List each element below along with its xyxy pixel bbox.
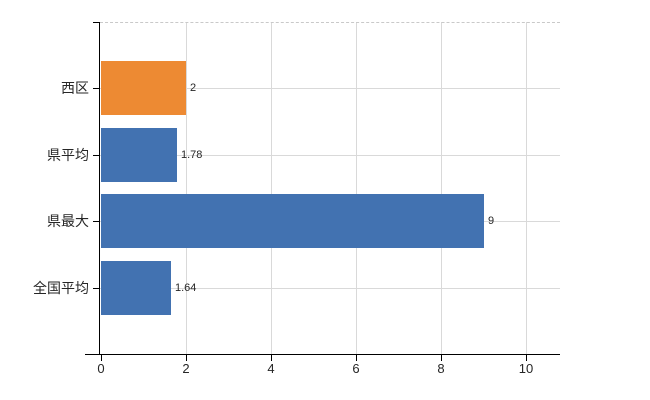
category-label: 県平均 <box>47 147 89 163</box>
y-axis-line <box>99 22 100 354</box>
value-label: 1.64 <box>175 282 197 294</box>
x-axis-tick <box>441 355 442 361</box>
x-axis-tick <box>186 355 187 361</box>
x-axis-line <box>85 354 560 355</box>
category-label: 全国平均 <box>33 280 89 296</box>
y-axis-tick <box>93 288 99 289</box>
gridline-vertical <box>441 22 442 354</box>
bar <box>101 128 177 182</box>
x-tick-label: 4 <box>267 361 275 376</box>
value-label: 9 <box>488 215 495 227</box>
x-axis-tick <box>356 355 357 361</box>
y-axis-tick <box>93 221 99 222</box>
gridline-horizontal <box>100 288 560 289</box>
gridline-horizontal <box>100 88 560 89</box>
x-tick-label: 2 <box>182 361 190 376</box>
category-label: 県最大 <box>47 213 89 229</box>
gridline-horizontal <box>100 155 560 156</box>
value-label: 1.78 <box>181 149 203 161</box>
gridline-vertical <box>526 22 527 354</box>
bar <box>101 194 484 248</box>
bar <box>101 61 186 115</box>
y-axis-tick <box>93 88 99 89</box>
x-tick-label: 0 <box>97 361 105 376</box>
gridline-vertical <box>271 22 272 354</box>
x-tick-label: 8 <box>437 361 445 376</box>
y-axis-tick <box>93 155 99 156</box>
gridline-vertical <box>356 22 357 354</box>
value-label: 2 <box>190 82 197 94</box>
x-axis-tick <box>101 355 102 361</box>
x-tick-label: 10 <box>518 361 534 376</box>
y-axis-tick <box>93 22 99 23</box>
x-tick-label: 6 <box>352 361 360 376</box>
bar <box>101 261 171 315</box>
x-axis-tick <box>526 355 527 361</box>
gridline-vertical <box>186 22 187 354</box>
x-axis-tick <box>271 355 272 361</box>
category-label: 西区 <box>61 80 89 96</box>
plot-top-border <box>100 22 560 23</box>
